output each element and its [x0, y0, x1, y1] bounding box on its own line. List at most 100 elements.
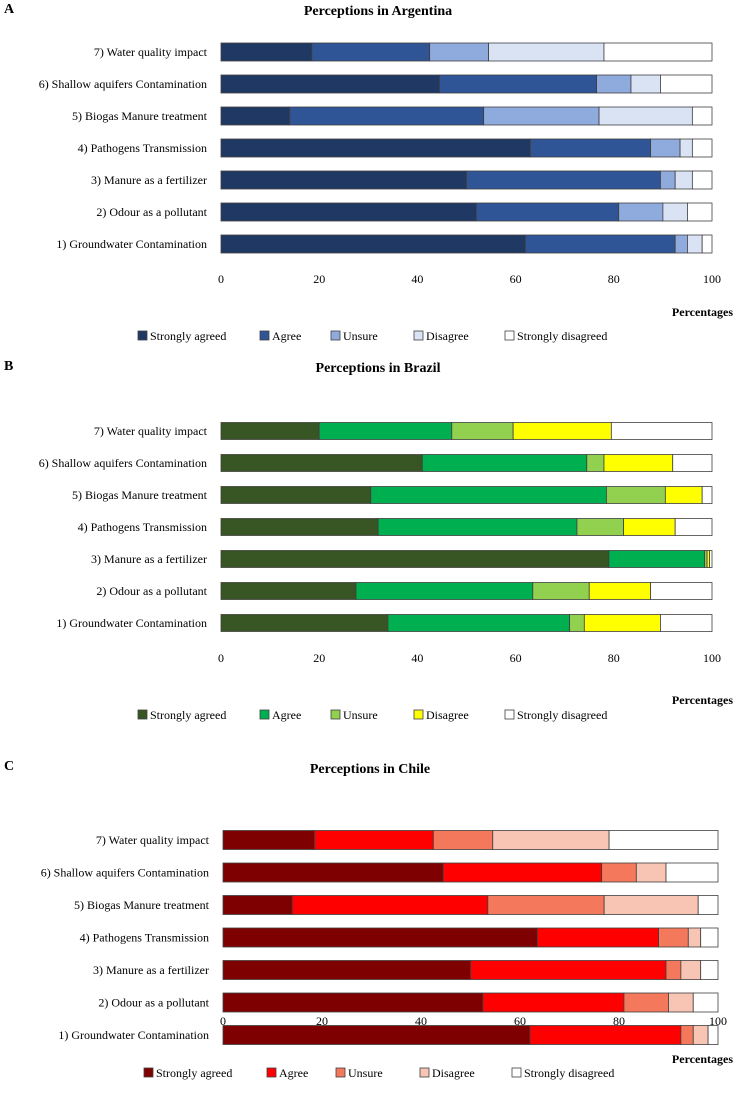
legend-label: Strongly agreed	[150, 329, 226, 343]
bar-segment	[529, 138, 652, 158]
bar-segment	[475, 202, 620, 222]
bar-segment	[692, 992, 719, 1013]
bar-segment	[569, 614, 585, 632]
bar-segment	[536, 927, 660, 948]
category-label: 4) Pathogens Transmission	[78, 141, 207, 155]
legend-swatch	[504, 709, 515, 720]
bar-segment	[665, 862, 719, 883]
bar-segment	[598, 106, 693, 126]
x-tick-label: 0	[218, 272, 224, 286]
category-label: 6) Shallow aquifers Contamination	[39, 77, 207, 91]
legend-label: Agree	[272, 329, 301, 343]
category-label: 7) Water quality impact	[94, 45, 208, 59]
bar-segment	[220, 138, 531, 158]
panel-argentina: A Perceptions in Argentina 7) Water qualit…	[4, 2, 733, 343]
bar-segment	[220, 42, 313, 62]
bar-segment	[701, 486, 713, 504]
bar-segment	[222, 992, 484, 1013]
bar-segment	[220, 454, 423, 472]
bar-segment	[220, 582, 357, 600]
bar-segment	[311, 42, 431, 62]
bar-segment	[451, 422, 514, 440]
category-label: 4) Pathogens Transmission	[78, 520, 207, 534]
x-axis-title: Percentages	[672, 305, 733, 319]
bar-segment	[692, 1025, 709, 1045]
x-tick-label: 40	[411, 272, 423, 286]
bar-segment	[691, 138, 713, 158]
bar-segment	[220, 106, 291, 126]
bar-segment	[680, 1025, 694, 1045]
x-tick-label: 80	[608, 651, 620, 665]
bar-segment	[525, 234, 676, 254]
bar-segment	[470, 960, 667, 980]
bar-segment	[488, 42, 605, 62]
legend-label: Strongly agreed	[156, 1066, 232, 1080]
x-tick-label: 40	[415, 1014, 427, 1028]
legend-label: Strongly disagreed	[517, 708, 607, 722]
bar-segment	[664, 486, 703, 504]
x-tick-label: 100	[703, 651, 721, 665]
bar-segment	[222, 895, 293, 915]
bar-segment	[439, 74, 598, 94]
panel-label: A	[4, 2, 15, 17]
bar-segment	[603, 454, 674, 472]
legend-label: Strongly disagreed	[524, 1066, 614, 1080]
legend-swatch	[266, 1067, 277, 1078]
bar-segment	[660, 74, 713, 94]
legend-swatch	[413, 709, 424, 720]
legend-swatch	[137, 330, 148, 341]
x-tick-label: 20	[313, 272, 325, 286]
legend-label: Strongly disagreed	[517, 329, 607, 343]
bar-segment	[660, 170, 676, 190]
bar-segment	[387, 614, 571, 632]
bar-segment	[220, 234, 526, 254]
bar-segment	[291, 895, 489, 915]
panel-brazil: B Perceptions in Brazil 7) Water quality i…	[4, 359, 733, 722]
panel-label: C	[4, 759, 14, 774]
chart-title: Perceptions in Brazil	[316, 361, 441, 376]
x-tick-label: 100	[709, 1014, 727, 1028]
legend-label: Unsure	[343, 329, 378, 343]
bar-segment	[377, 518, 578, 536]
bar-segment	[687, 234, 703, 254]
bar-segment	[442, 862, 603, 883]
legend-swatch	[419, 1067, 430, 1078]
bar-segment	[687, 202, 713, 222]
bar-segment	[700, 927, 719, 948]
bar-segment	[222, 927, 538, 948]
legend-swatch	[259, 330, 270, 341]
bar-segment	[697, 895, 719, 915]
bar-segment	[222, 960, 471, 980]
panel-chile: C Perceptions in Chile 7) Water quality im…	[4, 759, 733, 1080]
category-label: 1) Groundwater Contamination	[56, 237, 207, 251]
category-label: 2) Odour as a pollutant	[98, 996, 209, 1010]
category-label: 6) Shallow aquifers Contamination	[41, 866, 209, 880]
bar-segment	[700, 960, 719, 980]
bar-segment	[606, 486, 666, 504]
x-tick-label: 20	[313, 651, 325, 665]
bar-segment	[429, 42, 489, 62]
x-axis-title: Percentages	[672, 693, 733, 707]
bar-segment	[672, 454, 713, 472]
category-label: 6) Shallow aquifers Contamination	[39, 456, 207, 470]
legend-label: Unsure	[343, 708, 378, 722]
bar-segment	[623, 518, 676, 536]
bar-segment	[660, 614, 713, 632]
category-label: 2) Odour as a pollutant	[96, 584, 207, 598]
bar-segment	[220, 486, 372, 504]
bar-segment	[532, 582, 590, 600]
bar-segment	[635, 862, 667, 883]
legend-swatch	[511, 1067, 522, 1078]
legend-swatch	[330, 330, 341, 341]
legend-swatch	[143, 1067, 154, 1078]
bar-segment	[601, 862, 637, 883]
legend-swatch	[330, 709, 341, 720]
bar-segment	[492, 830, 610, 850]
x-tick-label: 20	[316, 1014, 328, 1028]
bar-segment	[679, 138, 693, 158]
legend-swatch	[137, 709, 148, 720]
category-label: 3) Manure as a fertilizer	[93, 963, 209, 977]
bar-segment	[355, 582, 534, 600]
bar-segment	[603, 42, 713, 62]
